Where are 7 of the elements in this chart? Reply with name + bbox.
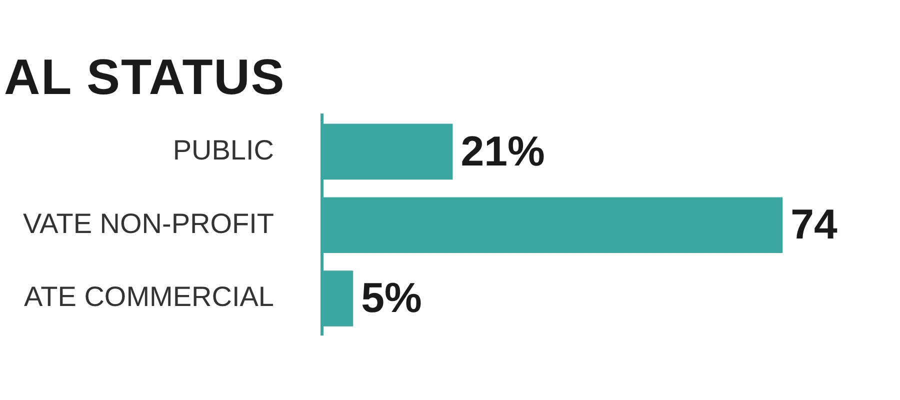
data-label: 21% [460,127,545,174]
y-tick-label: PUBLIC [172,134,274,166]
data-label: 74 [790,200,838,248]
chart-title: AL STATUS [4,48,286,106]
y-tick-label: VATE NON-PROFIT [23,208,274,239]
y-tick-label: ATE COMMERCIAL [24,281,274,312]
data-label: 5% [361,274,422,322]
